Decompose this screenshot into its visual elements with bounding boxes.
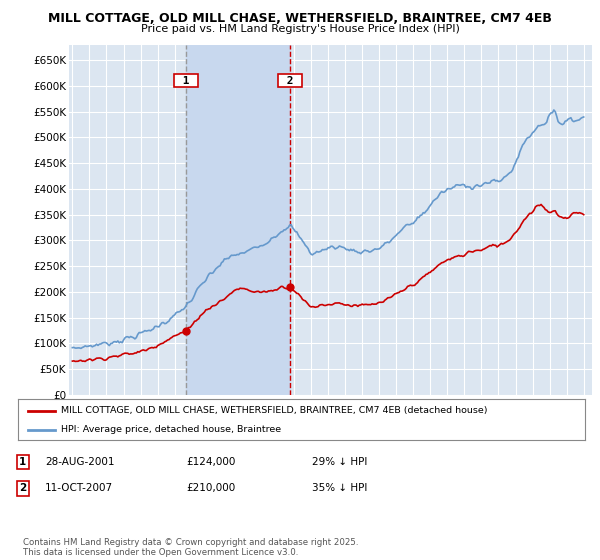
Text: 1: 1: [19, 457, 26, 467]
Text: £210,000: £210,000: [186, 483, 235, 493]
Bar: [186, 45, 290, 395]
Text: 2: 2: [19, 483, 26, 493]
Text: £124,000: £124,000: [186, 457, 235, 467]
Text: 35% ↓ HPI: 35% ↓ HPI: [312, 483, 367, 493]
Text: MILL COTTAGE, OLD MILL CHASE, WETHERSFIELD, BRAINTREE, CM7 4EB: MILL COTTAGE, OLD MILL CHASE, WETHERSFIE…: [48, 12, 552, 25]
Text: HPI: Average price, detached house, Braintree: HPI: Average price, detached house, Brai…: [61, 425, 281, 434]
Text: 28-AUG-2001: 28-AUG-2001: [45, 457, 115, 467]
Text: MILL COTTAGE, OLD MILL CHASE, WETHERSFIELD, BRAINTREE, CM7 4EB (detached house): MILL COTTAGE, OLD MILL CHASE, WETHERSFIE…: [61, 406, 487, 415]
Text: 29% ↓ HPI: 29% ↓ HPI: [312, 457, 367, 467]
Text: Price paid vs. HM Land Registry's House Price Index (HPI): Price paid vs. HM Land Registry's House …: [140, 24, 460, 34]
Text: 2: 2: [280, 76, 301, 86]
Text: Contains HM Land Registry data © Crown copyright and database right 2025.
This d: Contains HM Land Registry data © Crown c…: [23, 538, 358, 557]
Text: 1: 1: [176, 76, 196, 86]
Text: 11-OCT-2007: 11-OCT-2007: [45, 483, 113, 493]
